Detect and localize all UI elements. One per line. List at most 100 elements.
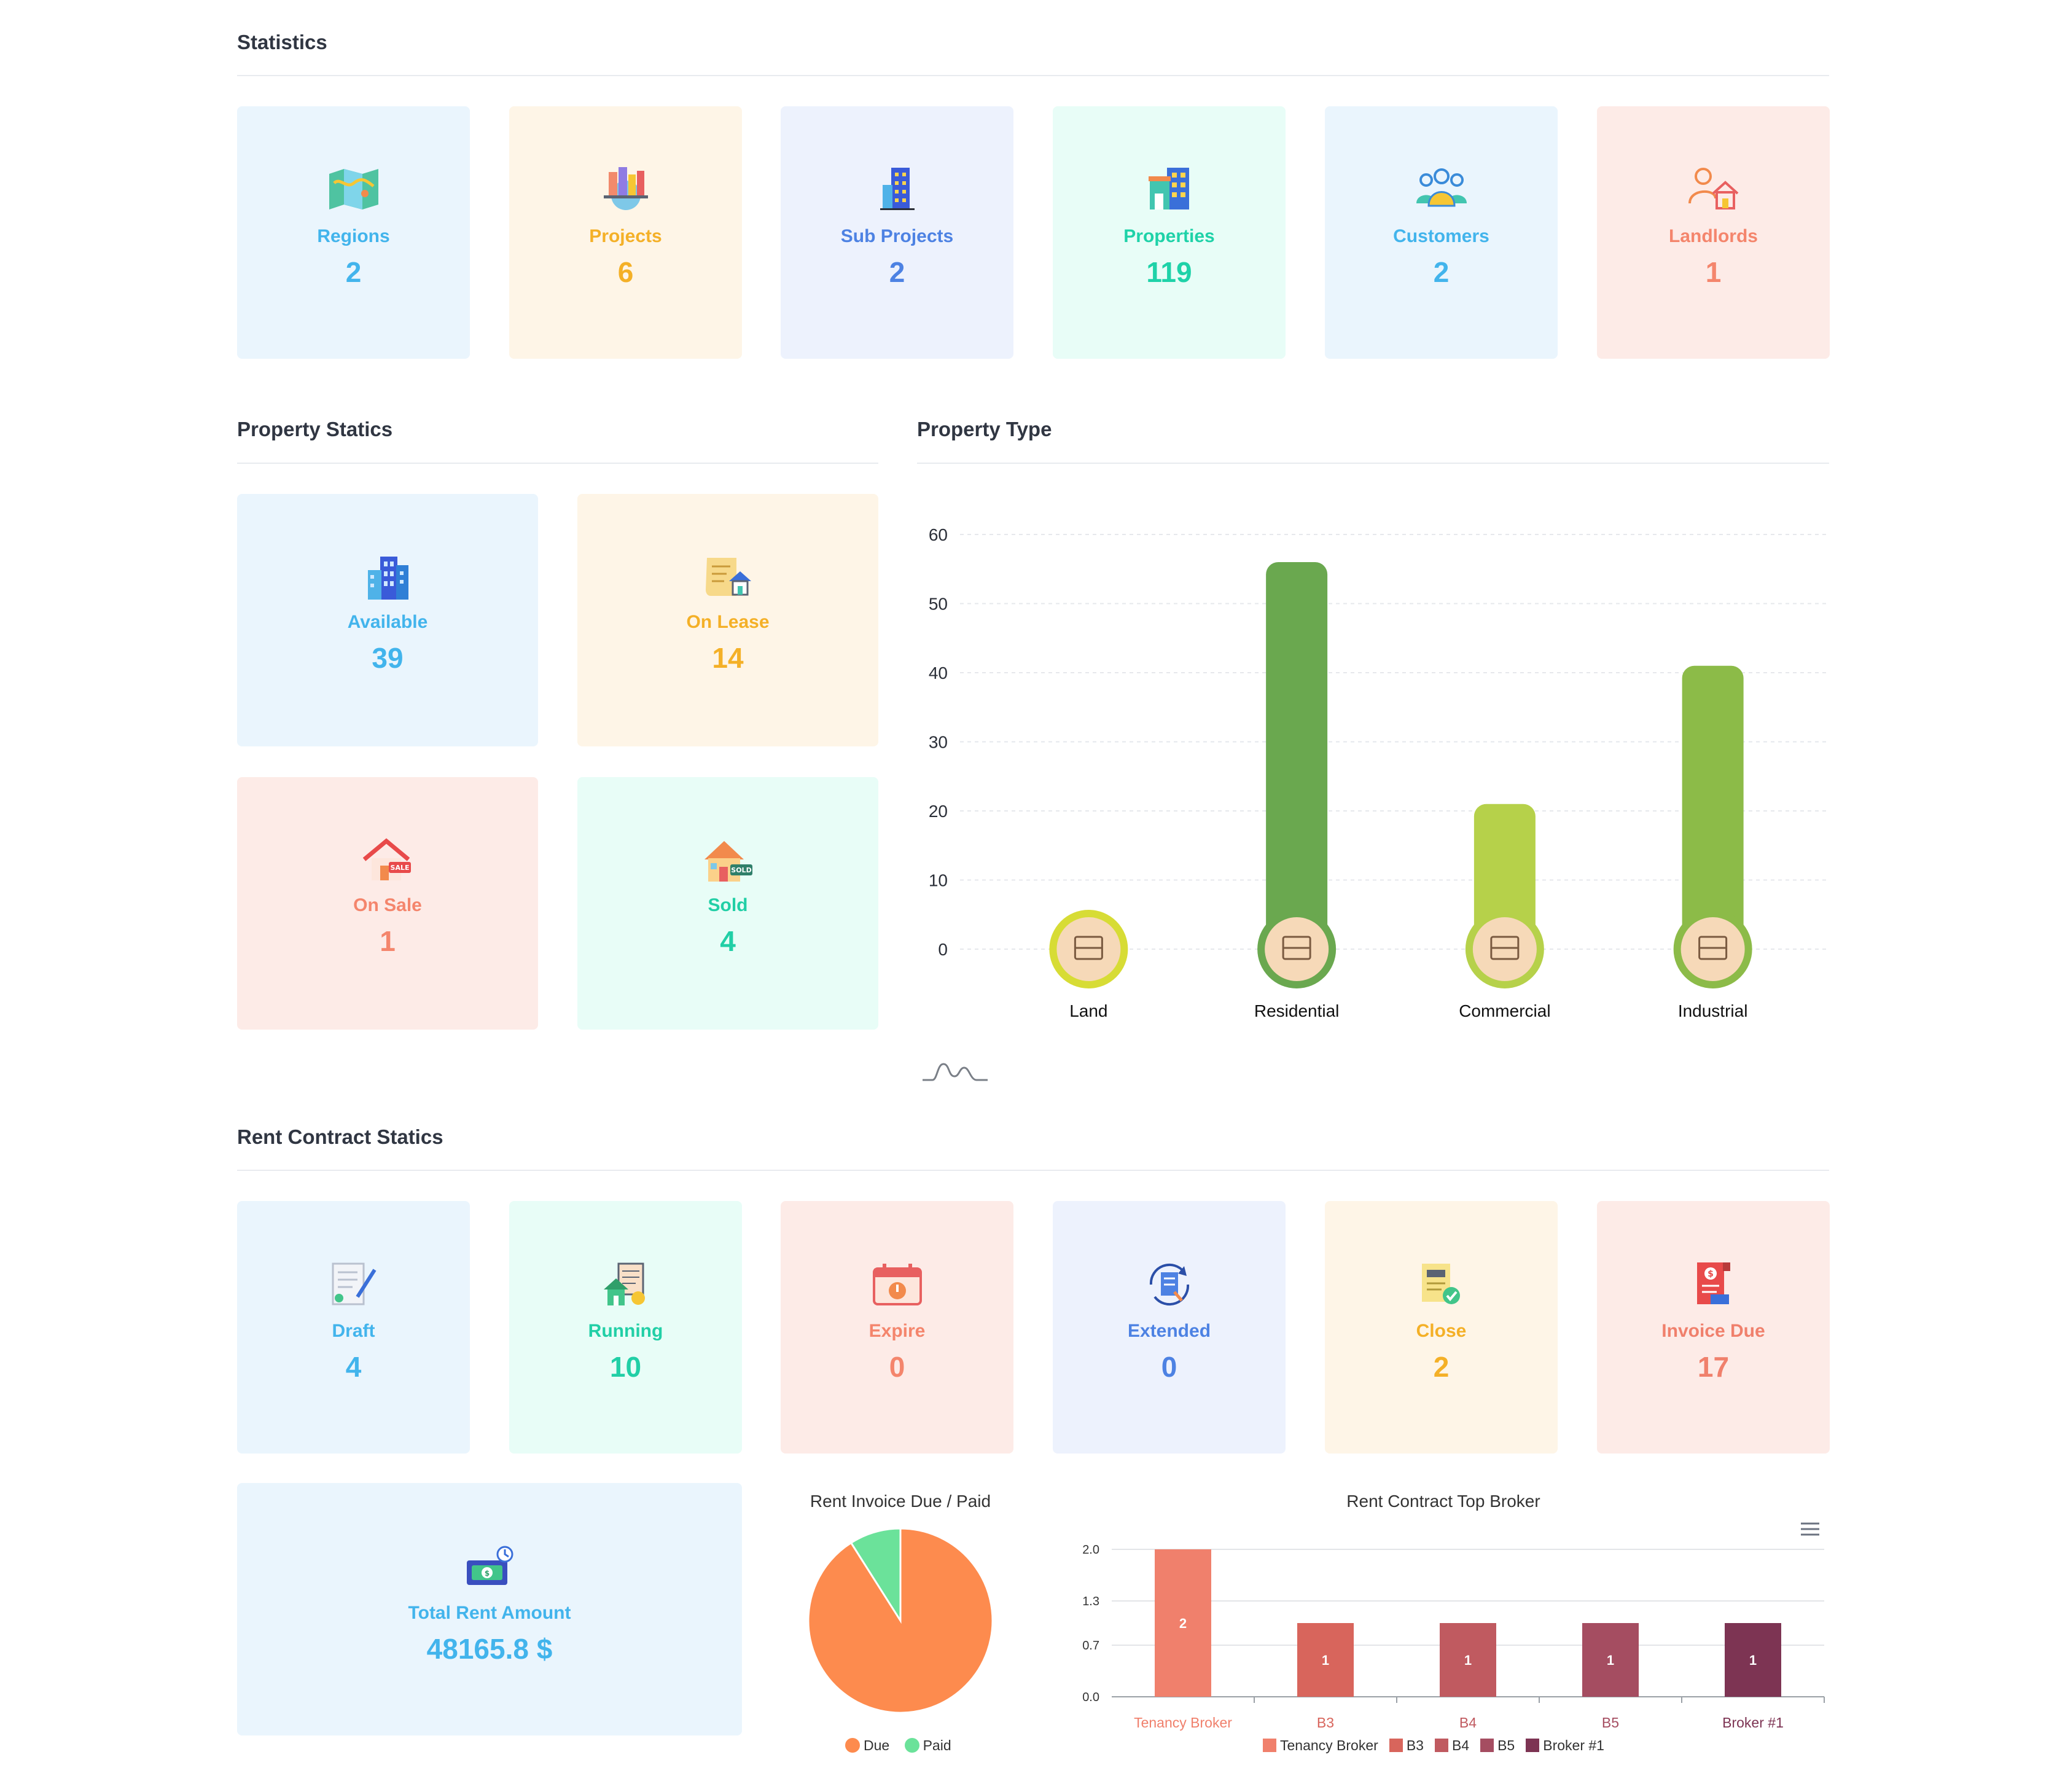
y-tick-label: 0 — [938, 940, 948, 959]
contract-value: 0 — [1161, 1351, 1177, 1383]
bar-broker — [1440, 1623, 1496, 1697]
stat-value: 2 — [889, 256, 905, 288]
pie-slice-paid — [849, 1527, 902, 1624]
contract-card-expire[interactable]: Expire 0 — [781, 1201, 1013, 1454]
running-house-icon — [603, 1262, 645, 1305]
legend-label: Tenancy Broker — [1280, 1737, 1378, 1753]
x-category-label: Commercial — [1459, 1001, 1550, 1020]
lease-document-icon — [706, 558, 751, 596]
property-card-sold[interactable]: SOLD Sold 4 — [577, 777, 878, 1030]
closed-document-icon — [1421, 1264, 1460, 1304]
section-heading-property-statics: Property Statics — [237, 418, 393, 440]
contract-value: 17 — [1697, 1351, 1730, 1383]
stat-label: Landlords — [1668, 226, 1758, 246]
x-category-label: B5 — [1602, 1715, 1619, 1731]
y-tick-label: 40 — [929, 663, 948, 683]
map-icon — [329, 169, 378, 209]
contract-label: Draft — [332, 1321, 375, 1341]
broker-legend-item[interactable]: Broker #1 — [1526, 1737, 1604, 1753]
sold-house-icon: SOLD — [705, 841, 752, 882]
total-rent-card[interactable]: $ Total Rent Amount 48165.8 $ — [237, 1483, 742, 1735]
section-heading-rent-contract-statics: Rent Contract Statics — [237, 1125, 443, 1148]
contract-value: 2 — [1433, 1351, 1450, 1383]
broker-legend-item[interactable]: B5 — [1480, 1737, 1515, 1753]
broker-legend-item[interactable]: B4 — [1434, 1737, 1469, 1753]
stat-card-properties[interactable]: Properties 119 — [1053, 106, 1286, 359]
x-category-label: Land — [1069, 1001, 1107, 1020]
contract-card-invoice-due[interactable]: $ Invoice Due 17 — [1597, 1201, 1830, 1454]
pie-legend-due-swatch — [845, 1738, 860, 1753]
y-tick-label: 0.7 — [1082, 1639, 1099, 1653]
x-category-label: Tenancy Broker — [1134, 1715, 1232, 1731]
broker-chart-title: Rent Contract Top Broker — [1346, 1492, 1540, 1511]
contract-label: Running — [588, 1321, 663, 1341]
total-rent-value: 48165.8 $ — [426, 1633, 553, 1665]
property-card-available[interactable]: Available 39 — [237, 494, 538, 746]
contract-card-running[interactable]: Running 10 — [509, 1201, 742, 1454]
contract-value: 10 — [609, 1351, 642, 1383]
property-value: 39 — [372, 642, 404, 674]
contract-card-extended[interactable]: Extended 0 — [1053, 1201, 1286, 1454]
bar-data-label: 1 — [1322, 1653, 1329, 1668]
stat-value: 2 — [1433, 256, 1450, 288]
stat-card-landlords[interactable]: Landlords 1 — [1597, 106, 1830, 359]
broker-legend-item[interactable]: Tenancy Broker — [1263, 1737, 1378, 1753]
contract-label: Expire — [868, 1321, 926, 1341]
property-card-on-lease[interactable]: On Lease 14 — [577, 494, 878, 746]
bar-commercial — [1473, 804, 1536, 949]
rent-invoice-pie-chart — [807, 1527, 994, 1714]
legend-label: Broker #1 — [1543, 1737, 1604, 1753]
stat-label: Customers — [1393, 226, 1489, 246]
pie-legend-due[interactable]: Due — [845, 1737, 889, 1753]
property-label: On Sale — [353, 895, 422, 915]
category-badge-commercial-icon — [1472, 917, 1537, 981]
stat-value: 1 — [1705, 256, 1722, 288]
section-divider — [237, 1170, 1829, 1171]
category-badge-industrial-icon — [1680, 917, 1745, 981]
bar-broker — [1297, 1623, 1354, 1697]
bar-broker — [1155, 1549, 1211, 1697]
y-tick-label: 0.0 — [1082, 1691, 1099, 1704]
contract-card-close[interactable]: Close 2 — [1325, 1201, 1558, 1454]
stat-card-projects[interactable]: Projects 6 — [509, 106, 742, 359]
bar-broker — [1725, 1623, 1781, 1697]
stat-card-sub-projects[interactable]: Sub Projects 2 — [781, 106, 1013, 359]
invoice-icon: $ — [1696, 1262, 1730, 1304]
stat-label: Projects — [589, 226, 662, 246]
property-card-on-sale[interactable]: SALE On Sale 1 — [237, 777, 538, 1030]
category-glyph — [1490, 936, 1520, 960]
legend-swatch — [1480, 1739, 1494, 1752]
rent-contract-broker-chart: 0.0 0.7 1.3 2.0 2 Tenancy Broker 1 B3 1 B4 1 B5 1 Bro… — [1082, 1543, 1825, 1731]
bar-data-label: 1 — [1607, 1653, 1614, 1668]
contract-card-draft[interactable]: Draft 4 — [237, 1201, 470, 1454]
broker-legend-item[interactable]: B3 — [1389, 1737, 1424, 1753]
stat-card-customers[interactable]: Customers 2 — [1325, 106, 1558, 359]
pie-legend: Due Paid — [845, 1737, 962, 1754]
category-glyph — [1074, 936, 1103, 960]
section-divider — [237, 75, 1829, 76]
calendar-expire-icon — [872, 1264, 922, 1305]
total-rent-label: Total Rent Amount — [408, 1603, 571, 1623]
stat-label: Regions — [317, 226, 390, 246]
bar-data-label: 2 — [1179, 1616, 1187, 1631]
stat-value: 119 — [1146, 256, 1192, 288]
x-category-label: Residential — [1254, 1001, 1340, 1020]
sale-house-icon: SALE — [362, 838, 411, 880]
stat-card-regions[interactable]: Regions 2 — [237, 106, 470, 359]
x-category-label: B3 — [1317, 1715, 1334, 1731]
svg-text:$: $ — [485, 1569, 490, 1578]
svg-text:$: $ — [1708, 1269, 1714, 1279]
pie-chart-title: Rent Invoice Due / Paid — [810, 1492, 991, 1511]
chart-menu-icon[interactable] — [1800, 1521, 1821, 1537]
legend-swatch — [1434, 1739, 1448, 1752]
pie-legend-paid[interactable]: Paid — [904, 1737, 951, 1753]
landlord-house-icon — [1688, 168, 1738, 209]
users-group-icon — [1416, 168, 1467, 207]
legend-swatch — [1526, 1739, 1540, 1752]
section-divider — [237, 463, 878, 464]
bar-industrial — [1682, 665, 1744, 949]
building-icon — [880, 168, 915, 210]
contract-label: Invoice Due — [1661, 1321, 1765, 1341]
pie-legend-paid-swatch — [904, 1738, 919, 1753]
refresh-document-icon — [1149, 1263, 1189, 1306]
